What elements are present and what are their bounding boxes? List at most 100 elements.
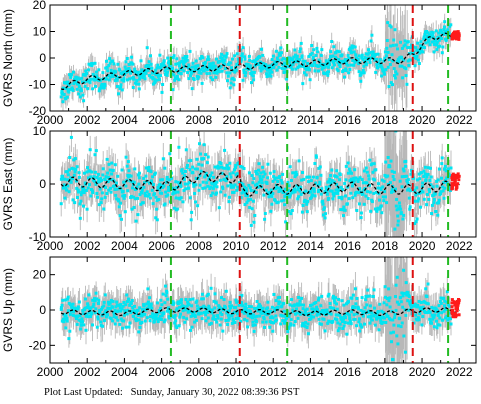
data-point — [193, 68, 197, 72]
data-point — [78, 319, 82, 323]
recent-point — [450, 185, 454, 189]
data-point — [70, 306, 74, 310]
data-point — [296, 188, 300, 192]
data-point — [64, 298, 68, 302]
data-point — [100, 197, 104, 201]
data-point — [166, 67, 170, 71]
data-point — [270, 70, 274, 74]
data-point — [427, 198, 431, 201]
data-point — [234, 68, 238, 72]
data-point — [194, 200, 197, 204]
data-point — [149, 170, 153, 174]
data-point — [163, 69, 167, 73]
data-point — [208, 62, 212, 66]
data-point — [64, 314, 68, 318]
data-point — [202, 157, 206, 161]
data-point — [432, 42, 436, 46]
data-point — [204, 153, 208, 157]
data-point — [86, 166, 89, 170]
data-point — [362, 64, 366, 68]
data-point — [139, 202, 143, 206]
data-point — [114, 193, 118, 197]
data-point — [231, 57, 234, 61]
data-point — [301, 171, 304, 174]
data-point — [313, 162, 317, 165]
data-point — [323, 216, 327, 220]
data-point — [94, 182, 98, 186]
data-point — [398, 179, 402, 183]
data-point — [285, 194, 289, 198]
data-point — [181, 171, 185, 175]
data-point — [152, 315, 155, 319]
data-point — [91, 62, 95, 66]
data-point — [186, 182, 190, 186]
data-point — [130, 299, 134, 302]
data-point — [187, 181, 191, 185]
data-point — [148, 319, 152, 323]
data-point — [222, 177, 226, 181]
data-point — [443, 186, 447, 190]
data-point — [186, 163, 189, 167]
data-point — [266, 162, 270, 166]
data-point — [154, 316, 158, 320]
data-point — [274, 49, 278, 53]
data-point — [199, 71, 203, 75]
data-point — [399, 40, 402, 44]
x-tick-label: 2022 — [446, 239, 473, 253]
data-point — [211, 78, 215, 82]
data-point — [64, 186, 67, 190]
data-point — [84, 297, 87, 301]
data-point — [132, 314, 136, 318]
data-point — [99, 177, 103, 181]
data-point — [179, 72, 183, 76]
data-point — [78, 95, 82, 99]
data-point — [310, 44, 314, 47]
data-point — [151, 183, 155, 186]
data-point — [260, 67, 264, 71]
recent-point — [451, 37, 454, 41]
data-point — [145, 302, 149, 306]
data-point — [127, 63, 131, 66]
data-point — [421, 50, 425, 54]
data-point — [133, 167, 137, 171]
data-point — [298, 47, 302, 51]
data-point — [79, 199, 83, 203]
data-point — [159, 306, 163, 310]
data-point — [418, 177, 422, 181]
x-tick-label: 2006 — [148, 239, 175, 253]
data-point — [334, 55, 338, 59]
data-point — [87, 315, 90, 319]
data-point — [284, 220, 288, 224]
recent-point — [455, 186, 459, 190]
data-point — [440, 176, 443, 180]
data-point — [80, 89, 83, 93]
data-point — [356, 180, 360, 183]
data-point — [288, 56, 292, 60]
data-point — [154, 195, 158, 199]
data-point — [247, 54, 251, 58]
data-point — [289, 212, 293, 216]
data-point — [167, 316, 171, 320]
data-point — [367, 48, 370, 52]
data-point — [429, 166, 432, 170]
data-point — [76, 314, 80, 318]
data-point — [138, 171, 141, 175]
data-point — [263, 217, 267, 221]
data-point — [75, 179, 78, 183]
data-point — [173, 313, 177, 317]
data-point — [97, 89, 101, 93]
data-point — [107, 78, 111, 82]
data-point — [113, 188, 117, 191]
data-point — [194, 176, 198, 180]
y-tick-label: 20 — [33, 0, 47, 12]
data-point — [392, 178, 396, 182]
data-point — [444, 179, 447, 182]
data-point — [205, 68, 209, 72]
data-point — [143, 191, 147, 195]
data-point — [232, 185, 236, 189]
data-point — [426, 31, 430, 35]
data-point — [419, 171, 423, 175]
data-point — [96, 195, 99, 199]
data-point — [279, 178, 283, 182]
data-point — [161, 83, 165, 86]
